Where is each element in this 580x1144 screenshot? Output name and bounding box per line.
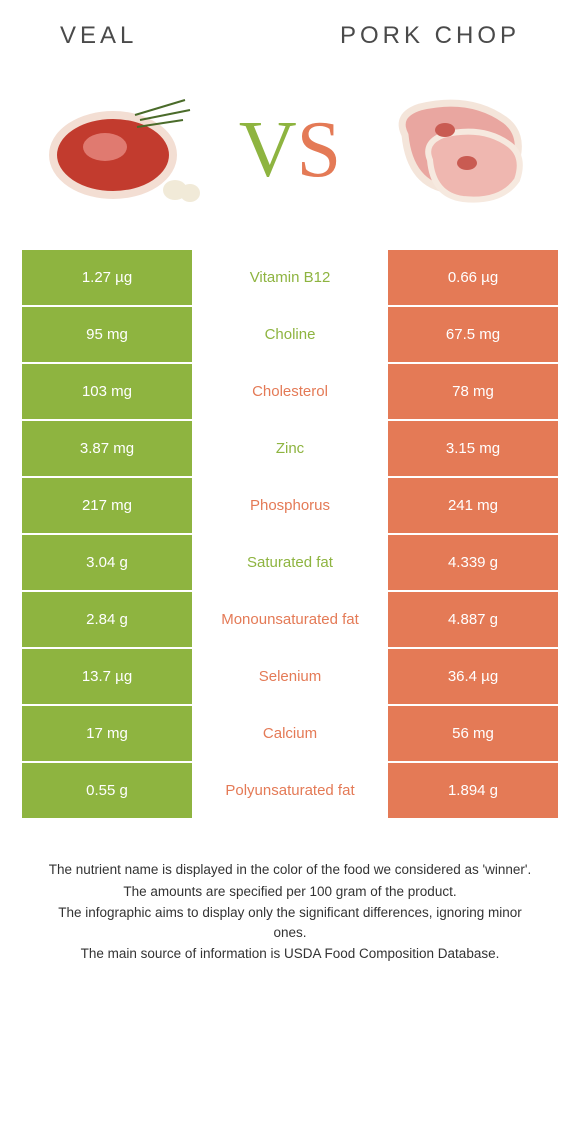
right-value: 3.15 mg	[388, 421, 558, 476]
table-row: 2.84 gMonounsaturated fat4.887 g	[22, 592, 558, 647]
table-row: 103 mgCholesterol78 mg	[22, 364, 558, 419]
veal-image	[30, 80, 210, 220]
nutrient-label: Choline	[192, 307, 388, 362]
left-value: 217 mg	[22, 478, 192, 533]
nutrient-label: Monounsaturated fat	[192, 592, 388, 647]
header: Veal Pork chop	[0, 0, 580, 50]
left-value: 1.27 µg	[22, 250, 192, 305]
nutrient-label: Selenium	[192, 649, 388, 704]
nutrient-label: Saturated fat	[192, 535, 388, 590]
nutrient-label: Cholesterol	[192, 364, 388, 419]
left-value: 103 mg	[22, 364, 192, 419]
left-value: 3.87 mg	[22, 421, 192, 476]
left-value: 17 mg	[22, 706, 192, 761]
left-value: 0.55 g	[22, 763, 192, 818]
nutrient-label: Calcium	[192, 706, 388, 761]
table-row: 1.27 µgVitamin B120.66 µg	[22, 250, 558, 305]
right-value: 67.5 mg	[388, 307, 558, 362]
table-row: 0.55 gPolyunsaturated fat1.894 g	[22, 763, 558, 818]
left-value: 13.7 µg	[22, 649, 192, 704]
left-value: 3.04 g	[22, 535, 192, 590]
footnote-line: The infographic aims to display only the…	[40, 903, 540, 942]
footnotes: The nutrient name is displayed in the co…	[0, 820, 580, 964]
vs-label: VS	[239, 105, 341, 196]
footnote-line: The main source of information is USDA F…	[40, 944, 540, 964]
right-value: 78 mg	[388, 364, 558, 419]
header-right-title: Pork chop	[340, 22, 520, 50]
right-value: 36.4 µg	[388, 649, 558, 704]
right-value: 1.894 g	[388, 763, 558, 818]
pork-chop-image	[370, 80, 550, 220]
right-value: 4.887 g	[388, 592, 558, 647]
left-value: 95 mg	[22, 307, 192, 362]
right-value: 241 mg	[388, 478, 558, 533]
vs-letter-s: S	[297, 106, 342, 194]
table-row: 217 mgPhosphorus241 mg	[22, 478, 558, 533]
footnote-line: The amounts are specified per 100 gram o…	[40, 882, 540, 902]
nutrient-label: Vitamin B12	[192, 250, 388, 305]
nutrient-label: Zinc	[192, 421, 388, 476]
left-value: 2.84 g	[22, 592, 192, 647]
comparison-table: 1.27 µgVitamin B120.66 µg95 mgCholine67.…	[0, 250, 580, 818]
table-row: 17 mgCalcium56 mg	[22, 706, 558, 761]
table-row: 3.04 gSaturated fat4.339 g	[22, 535, 558, 590]
right-value: 0.66 µg	[388, 250, 558, 305]
right-value: 56 mg	[388, 706, 558, 761]
table-row: 13.7 µgSelenium36.4 µg	[22, 649, 558, 704]
nutrient-label: Polyunsaturated fat	[192, 763, 388, 818]
right-value: 4.339 g	[388, 535, 558, 590]
table-row: 3.87 mgZinc3.15 mg	[22, 421, 558, 476]
footnote-line: The nutrient name is displayed in the co…	[40, 860, 540, 880]
table-row: 95 mgCholine67.5 mg	[22, 307, 558, 362]
header-left-title: Veal	[60, 22, 137, 50]
vs-letter-v: V	[239, 106, 297, 194]
hero-row: VS	[0, 50, 580, 250]
nutrient-label: Phosphorus	[192, 478, 388, 533]
